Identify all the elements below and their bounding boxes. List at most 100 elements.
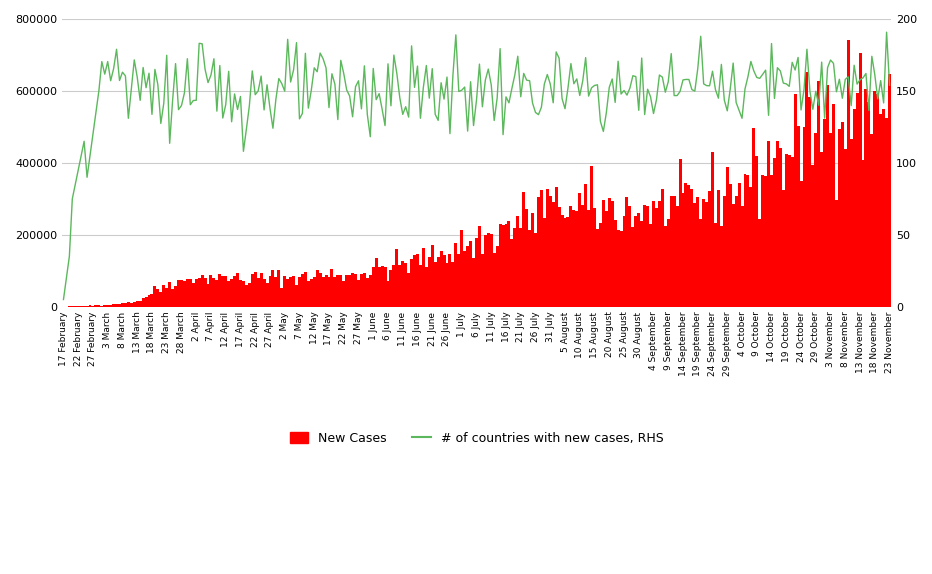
Bar xyxy=(159,292,162,307)
Bar xyxy=(245,285,248,307)
Bar xyxy=(693,203,696,307)
Bar xyxy=(708,191,711,307)
Bar xyxy=(782,189,785,307)
Bar xyxy=(522,192,525,307)
Bar xyxy=(496,246,499,307)
Bar xyxy=(808,98,812,307)
Bar xyxy=(242,281,245,307)
Bar xyxy=(203,278,207,307)
Bar xyxy=(413,255,416,307)
Bar xyxy=(147,294,150,307)
Bar xyxy=(706,202,708,307)
Bar xyxy=(870,134,873,307)
Bar xyxy=(218,274,221,307)
Bar xyxy=(688,185,691,307)
Bar xyxy=(761,175,764,307)
Bar xyxy=(139,301,142,307)
Bar xyxy=(313,277,316,307)
Bar xyxy=(779,148,782,307)
Bar xyxy=(322,277,324,307)
Bar xyxy=(481,254,484,307)
Bar xyxy=(823,119,826,307)
Bar xyxy=(162,285,165,307)
Bar xyxy=(770,175,773,307)
Bar xyxy=(431,245,433,307)
Bar xyxy=(773,158,776,307)
Bar xyxy=(357,280,360,307)
Bar xyxy=(469,241,473,307)
Bar xyxy=(83,306,86,307)
Bar xyxy=(106,305,109,307)
Bar xyxy=(587,210,590,307)
Bar xyxy=(640,220,643,307)
Bar xyxy=(283,276,286,307)
Bar xyxy=(455,243,458,307)
Bar xyxy=(843,149,847,307)
Bar xyxy=(764,176,767,307)
Bar xyxy=(463,251,466,307)
Bar xyxy=(794,94,797,307)
Bar xyxy=(572,210,575,307)
Bar xyxy=(76,306,80,307)
Bar xyxy=(590,165,593,307)
Bar xyxy=(180,280,183,307)
Bar xyxy=(613,219,617,307)
Bar xyxy=(150,294,154,307)
Bar xyxy=(301,274,304,307)
Bar xyxy=(192,284,195,307)
Bar xyxy=(676,206,678,307)
Bar xyxy=(390,270,392,307)
Bar xyxy=(776,141,779,307)
Bar xyxy=(717,191,720,307)
Bar xyxy=(254,272,256,307)
Bar xyxy=(366,278,369,307)
Bar xyxy=(380,266,384,307)
Bar xyxy=(407,273,410,307)
Bar xyxy=(195,280,198,307)
Bar xyxy=(274,277,278,307)
Bar xyxy=(295,285,298,307)
Bar xyxy=(324,276,327,307)
Bar xyxy=(372,267,375,307)
Bar xyxy=(569,205,572,307)
Bar xyxy=(443,255,445,307)
Bar xyxy=(230,278,233,307)
Bar xyxy=(631,227,635,307)
Bar xyxy=(136,301,139,307)
Bar xyxy=(260,273,263,307)
Bar xyxy=(723,196,726,307)
Bar xyxy=(487,233,490,307)
Bar xyxy=(221,276,225,307)
Bar xyxy=(755,156,759,307)
Bar xyxy=(132,302,136,307)
Bar xyxy=(345,275,349,307)
Bar xyxy=(726,166,729,307)
Bar xyxy=(248,283,251,307)
Bar xyxy=(596,228,599,307)
Bar xyxy=(473,258,475,307)
Bar xyxy=(121,302,124,307)
Bar xyxy=(673,196,676,307)
Bar xyxy=(847,40,850,307)
Bar xyxy=(511,239,514,307)
Bar xyxy=(97,305,101,307)
Bar xyxy=(395,249,398,307)
Bar xyxy=(744,174,747,307)
Bar xyxy=(210,275,212,307)
Bar xyxy=(410,259,413,307)
Bar xyxy=(307,281,309,307)
Bar xyxy=(404,263,407,307)
Bar xyxy=(80,306,83,307)
Bar xyxy=(316,270,319,307)
Bar xyxy=(883,109,885,307)
Bar xyxy=(127,302,130,307)
Bar xyxy=(805,72,808,307)
Bar xyxy=(402,261,404,307)
Bar xyxy=(850,139,853,307)
Bar xyxy=(699,219,702,307)
Bar xyxy=(528,230,531,307)
Bar xyxy=(519,228,522,307)
Bar xyxy=(599,223,602,307)
Bar xyxy=(812,165,815,307)
Bar xyxy=(103,305,106,307)
